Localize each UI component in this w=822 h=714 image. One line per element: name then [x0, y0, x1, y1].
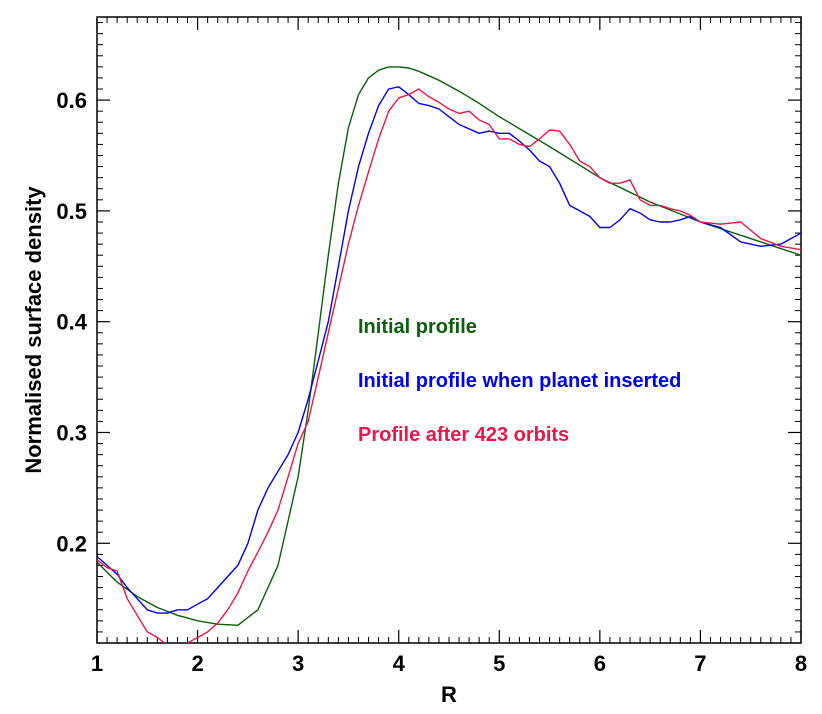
series-line-3	[97, 88, 801, 643]
x-axis-title: R	[441, 682, 457, 707]
legend-entry-3: Profile after 423 orbits	[358, 424, 569, 446]
x-tick-label: 1	[91, 651, 103, 676]
x-tick-label: 6	[594, 651, 606, 676]
x-tick-label: 8	[795, 651, 807, 676]
x-tick-label: 3	[292, 651, 304, 676]
y-tick-label: 0.5	[56, 199, 87, 224]
axis-ticks	[96, 17, 802, 644]
series-line-1	[97, 66, 801, 626]
x-tick-label: 5	[493, 651, 505, 676]
legend: Initial profile Initial profile when plan…	[358, 316, 681, 446]
series-lines	[97, 66, 801, 643]
legend-entry-1: Initial profile	[358, 316, 477, 338]
axis-tick-labels: 1 2 3 4 5 6 7 8 0.2 0.3 0.4 0.5 0.6	[56, 88, 807, 676]
x-tick-label: 7	[694, 651, 706, 676]
y-tick-label: 0.4	[56, 310, 87, 335]
y-axis-title: Normalised surface density	[21, 186, 46, 474]
y-tick-label: 0.6	[56, 88, 87, 113]
series-line-2	[97, 86, 801, 614]
x-tick-label: 2	[191, 651, 203, 676]
x-tick-label: 4	[393, 651, 406, 676]
y-tick-label: 0.3	[56, 420, 87, 445]
y-tick-label: 0.2	[56, 531, 87, 556]
legend-entry-2: Initial profile when planet inserted	[358, 370, 681, 392]
